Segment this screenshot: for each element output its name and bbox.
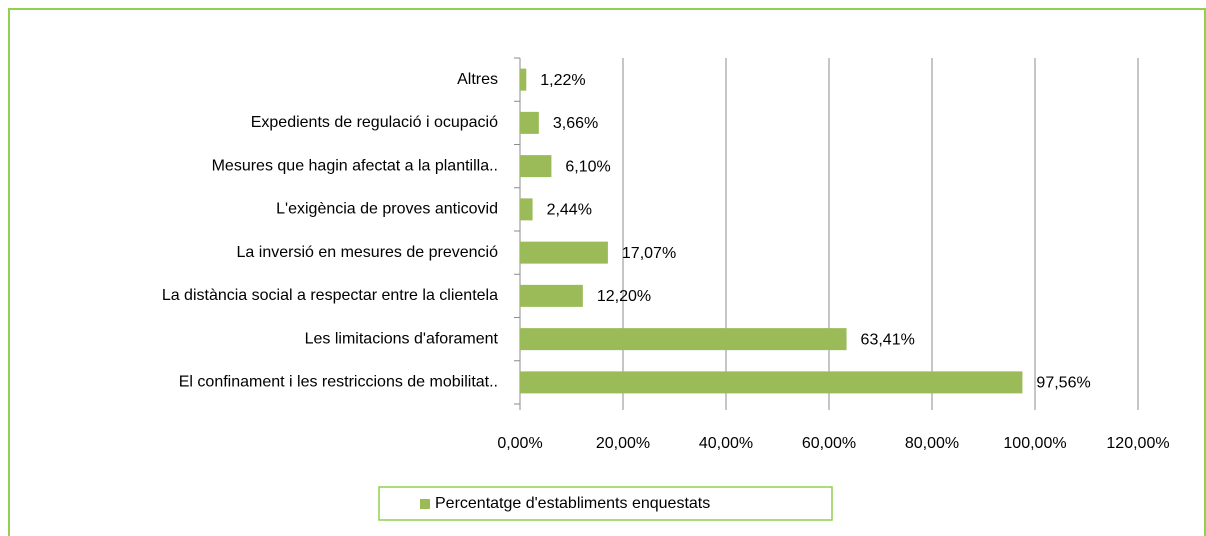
data-label: 2,44% bbox=[547, 202, 592, 219]
legend-swatch bbox=[420, 499, 430, 509]
x-tick-label: 120,00% bbox=[1106, 435, 1169, 452]
legend-box bbox=[378, 486, 833, 521]
x-tick-label: 100,00% bbox=[1003, 435, 1066, 452]
x-tick-label: 40,00% bbox=[699, 435, 753, 452]
x-tick-label: 20,00% bbox=[596, 435, 650, 452]
data-label: 3,66% bbox=[553, 115, 598, 132]
y-tick-label: La inversió en mesures de prevenció bbox=[237, 244, 499, 261]
y-tick-label: Mesures que hagin afectat a la plantilla… bbox=[212, 157, 498, 174]
bar bbox=[520, 111, 539, 134]
y-tick-label: La distància social a respectar entre la… bbox=[162, 287, 498, 304]
bar bbox=[520, 68, 527, 91]
y-tick-label: Les limitacions d'aforament bbox=[305, 330, 499, 347]
data-label: 17,07% bbox=[622, 245, 676, 262]
y-tick-label: Expedients de regulació i ocupació bbox=[251, 114, 498, 131]
bar bbox=[520, 241, 608, 264]
y-tick-label: Altres bbox=[457, 71, 498, 88]
x-tick-label: 80,00% bbox=[905, 435, 959, 452]
bar bbox=[520, 155, 552, 178]
data-label: 97,56% bbox=[1036, 375, 1090, 392]
y-tick-label: L'exigència de proves anticovid bbox=[276, 201, 498, 218]
y-tick-label: El confinament i les restriccions de mob… bbox=[179, 374, 498, 391]
bar bbox=[520, 198, 533, 221]
data-label: 1,22% bbox=[540, 72, 585, 89]
bar bbox=[520, 371, 1023, 394]
bar bbox=[520, 328, 847, 351]
x-tick-label: 60,00% bbox=[802, 435, 856, 452]
data-label: 63,41% bbox=[861, 331, 915, 348]
bar bbox=[520, 284, 583, 307]
data-label: 12,20% bbox=[597, 288, 651, 305]
x-tick-label: 0,00% bbox=[497, 435, 542, 452]
legend-label: Percentatge d'establiments enquestats bbox=[435, 495, 710, 512]
chart-border bbox=[8, 8, 1206, 536]
data-label: 6,10% bbox=[565, 158, 610, 175]
